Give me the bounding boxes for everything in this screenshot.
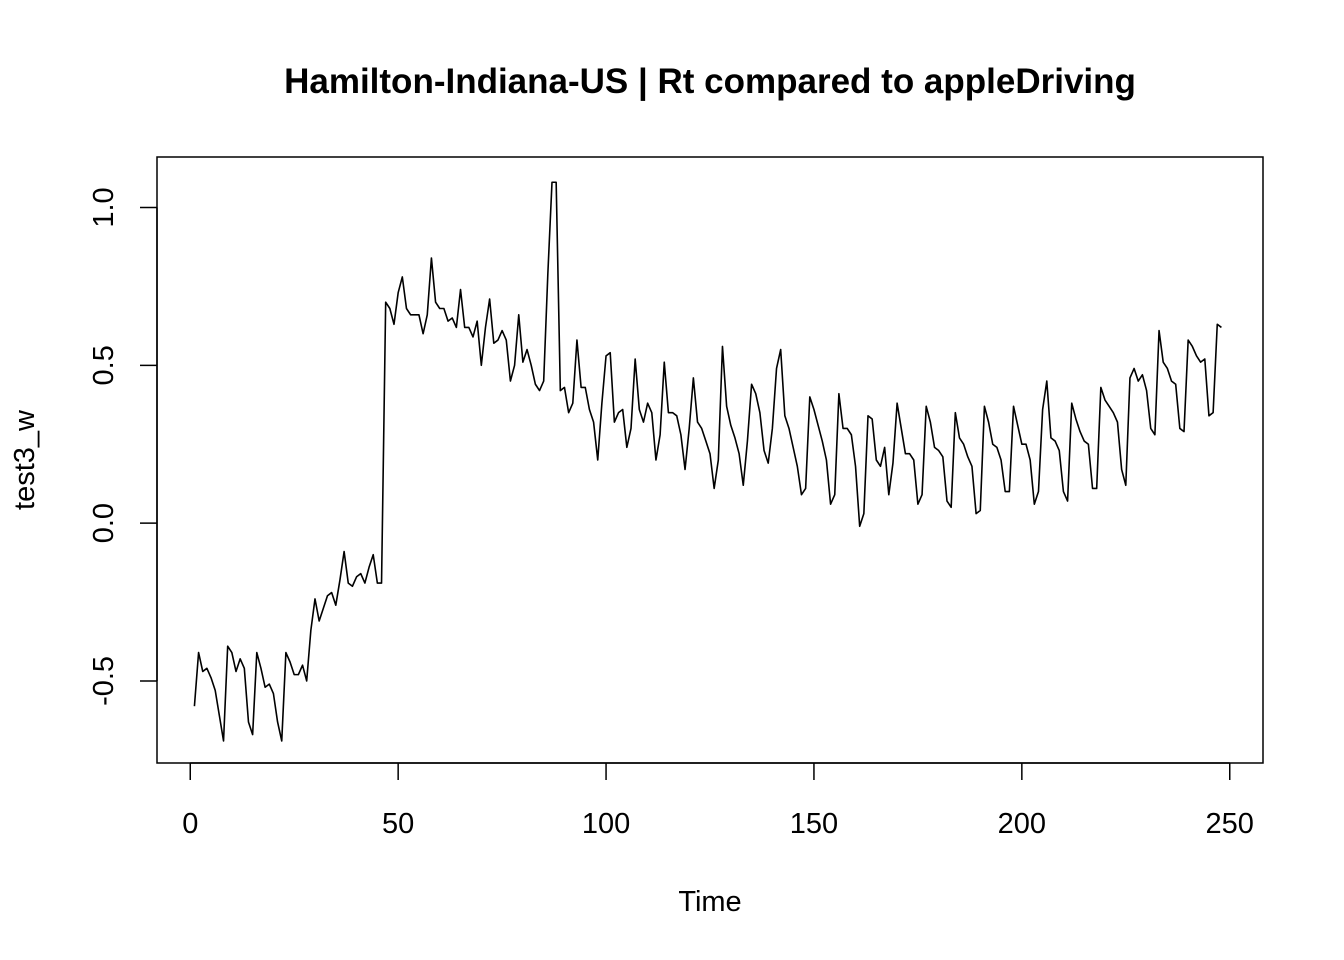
y-tick-label: -0.5	[88, 656, 120, 706]
y-tick-label: 0.5	[88, 345, 120, 385]
series-line	[193, 181, 1222, 742]
x-tick-label: 100	[582, 808, 630, 840]
x-tick-label: 50	[382, 808, 414, 840]
x-tick-label: 250	[1206, 808, 1254, 840]
x-tick-label: 0	[182, 808, 198, 840]
x-tick-label: 200	[998, 808, 1046, 840]
y-tick-label: 1.0	[88, 187, 120, 227]
chart-title: Hamilton-Indiana-US | Rt compared to app…	[284, 62, 1136, 101]
x-tick-label: 150	[790, 808, 838, 840]
x-axis: 0 50 100 150 200 250	[182, 762, 1254, 840]
x-axis-label: Time	[678, 886, 741, 918]
y-tick-label: 0.0	[88, 503, 120, 543]
y-axis-label: test3_w	[9, 409, 41, 510]
y-axis: -0.5 0.0 0.5 1.0	[88, 187, 158, 706]
